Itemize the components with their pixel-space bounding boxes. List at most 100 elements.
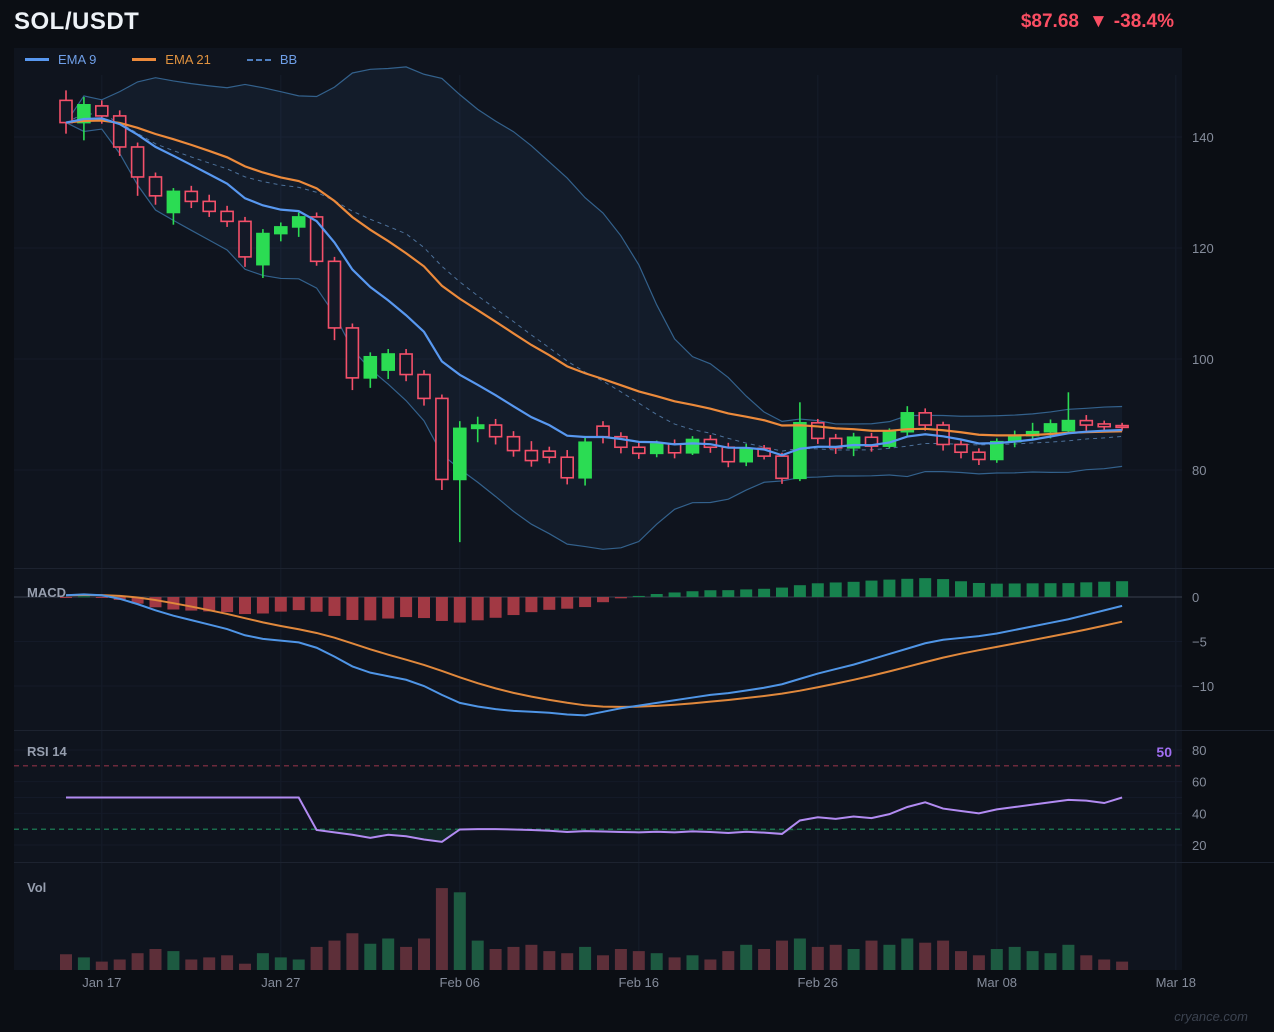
macd-histogram-bar [149,597,162,608]
candle-body [273,226,288,235]
price-direction: ▼ -38.4% [1089,11,1174,33]
macd-histogram-bar [722,590,735,597]
macd-line [65,593,1123,717]
volume-bar [113,959,126,970]
legend-ema9[interactable]: EMA 9 [25,52,96,67]
legend-ema9-label: EMA 9 [58,52,97,67]
candle-body [1079,419,1094,426]
volume-bar [382,938,395,970]
volume-bar [758,949,771,970]
macd-histogram-bar [740,589,753,597]
volume-bar [1080,955,1093,970]
volume-bar [203,957,216,970]
volume-bar [489,949,502,970]
candle-body [220,210,234,223]
bb-swatch-icon [246,58,271,61]
volume-bar [310,946,323,970]
candle-body [381,353,396,371]
macd-histogram-bar [1062,583,1075,597]
volume-bar [346,933,359,970]
price-axis-labels: 140 120 100 80 [1192,130,1214,478]
volume-bar [328,940,341,970]
volume-bar [883,944,896,970]
candle-body [989,440,1004,461]
macd-histogram-bar [328,597,341,616]
svg-text:0: 0 [1192,590,1199,605]
svg-text:Jan 27: Jan 27 [261,975,300,990]
candle-body [631,446,646,455]
svg-text:Feb 06: Feb 06 [440,975,480,990]
macd-histogram-bar [632,595,645,597]
macd-histogram-bar [400,597,413,618]
macd-histogram-bar [614,597,627,599]
volume-bar [292,959,305,970]
volume-pane-label: Vol [27,880,47,895]
candle-body [506,435,521,452]
volume-bar [167,951,180,970]
volume-bar [435,888,448,970]
macd-histogram-bar [847,581,860,597]
macd-histogram-bar [1044,583,1057,597]
volume-pane [60,888,1129,970]
candle-body [972,451,986,461]
candle-body [488,424,503,438]
volume-bar [453,892,466,970]
candle-body [1061,419,1076,432]
watermark: cryance.com [1174,1009,1248,1024]
volume-bar [955,951,967,970]
volume-bar [543,951,556,970]
macd-histogram-bar [131,597,144,604]
macd-histogram-bar [1080,582,1093,597]
candle-body [1043,423,1058,433]
macd-histogram-bar [937,579,950,597]
candle-body [560,456,575,479]
candle-body [542,450,557,459]
macd-histogram-bar [1116,581,1129,597]
macd-histogram-bar [865,580,878,597]
candle-body [596,425,610,438]
volume-bar [60,954,72,970]
volume-bar [400,946,413,970]
macd-histogram-bar [793,585,806,597]
macd-histogram-bar [382,597,395,619]
ema9-line [65,117,1123,457]
candle-body [363,355,378,379]
svg-text:Mar 08: Mar 08 [977,975,1017,990]
legend-bb[interactable]: BB [246,52,297,67]
macd-histogram-bar [811,583,824,597]
macd-histogram-bar [95,597,108,598]
macd-histogram-bar [256,597,269,614]
candle-body [327,260,342,329]
volume-bar [793,938,806,970]
macd-histogram-bar [310,597,323,612]
legend-ema21[interactable]: EMA 21 [132,52,211,67]
macd-pane: 0 −5 −10 [14,590,1214,694]
candle-body [846,436,861,449]
macd-histogram-bar [364,597,377,621]
macd-histogram-bar [77,596,90,598]
macd-histogram-bar [650,593,663,597]
candle-body [399,353,413,376]
macd-histogram-bar [883,579,896,597]
volume-bar [937,940,950,970]
svg-text:Jan 17: Jan 17 [82,975,121,990]
volume-bar [972,955,985,970]
candle-body [345,327,360,379]
svg-text:60: 60 [1192,775,1206,790]
volume-bar [776,940,788,970]
volume-bar [632,951,645,970]
candle-body [614,435,628,449]
volume-bar [686,955,699,970]
volume-bar [579,946,592,970]
volume-bar [561,953,574,970]
svg-text:Feb 26: Feb 26 [798,975,838,990]
candle-body [59,99,73,124]
volume-bar [131,953,144,970]
volume-bar [811,946,824,970]
candle-body [685,438,700,454]
macd-histogram-bar [1026,583,1039,597]
macd-histogram-bar [346,597,359,620]
volume-bar [239,963,251,970]
